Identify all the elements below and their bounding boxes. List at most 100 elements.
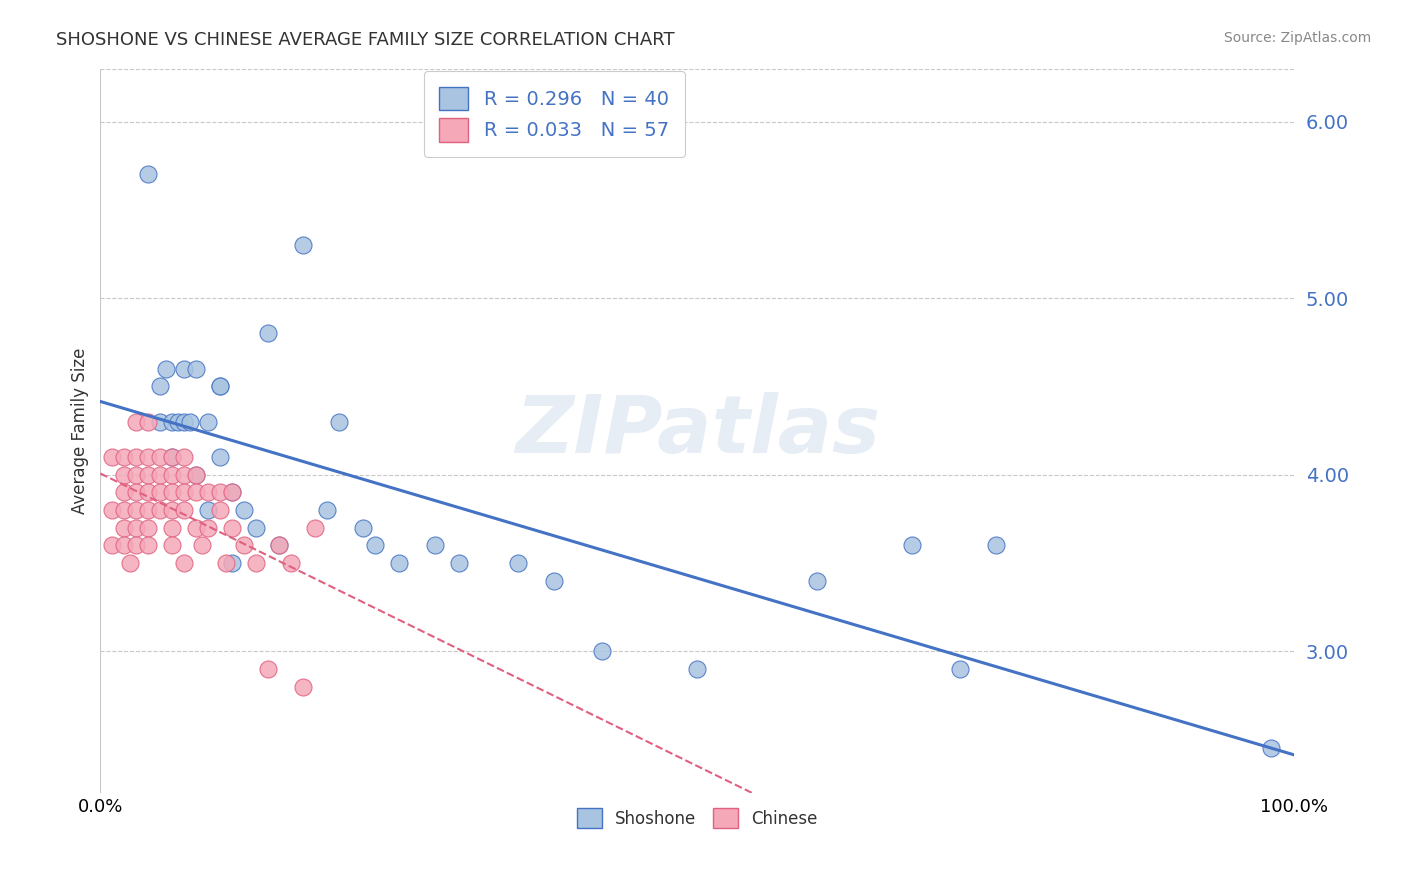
Point bbox=[112, 485, 135, 500]
Point bbox=[112, 521, 135, 535]
Point bbox=[949, 662, 972, 676]
Text: Source: ZipAtlas.com: Source: ZipAtlas.com bbox=[1223, 31, 1371, 45]
Point bbox=[232, 503, 254, 517]
Point bbox=[304, 521, 326, 535]
Point bbox=[208, 379, 231, 393]
Point bbox=[160, 521, 183, 535]
Point bbox=[1260, 741, 1282, 756]
Point bbox=[160, 538, 183, 552]
Point bbox=[167, 415, 190, 429]
Point bbox=[269, 538, 291, 552]
Point bbox=[125, 521, 148, 535]
Point bbox=[173, 556, 195, 570]
Point bbox=[984, 538, 1007, 552]
Point bbox=[101, 503, 124, 517]
Point bbox=[245, 521, 267, 535]
Point bbox=[125, 467, 148, 482]
Point bbox=[160, 485, 183, 500]
Point bbox=[136, 521, 159, 535]
Point bbox=[149, 503, 172, 517]
Point bbox=[125, 538, 148, 552]
Point bbox=[136, 450, 159, 464]
Point bbox=[388, 556, 411, 570]
Point bbox=[136, 503, 159, 517]
Point bbox=[208, 379, 231, 393]
Point bbox=[364, 538, 387, 552]
Y-axis label: Average Family Size: Average Family Size bbox=[72, 347, 89, 514]
Point bbox=[160, 450, 183, 464]
Point bbox=[232, 538, 254, 552]
Point bbox=[173, 467, 195, 482]
Point bbox=[221, 485, 243, 500]
Point bbox=[184, 467, 207, 482]
Point bbox=[208, 450, 231, 464]
Point bbox=[352, 521, 374, 535]
Point bbox=[112, 450, 135, 464]
Text: ZIPatlas: ZIPatlas bbox=[515, 392, 880, 469]
Point bbox=[149, 379, 172, 393]
Point bbox=[155, 361, 177, 376]
Point bbox=[269, 538, 291, 552]
Point bbox=[125, 503, 148, 517]
Point bbox=[686, 662, 709, 676]
Point bbox=[149, 450, 172, 464]
Point bbox=[256, 326, 278, 341]
Point bbox=[208, 485, 231, 500]
Point bbox=[221, 521, 243, 535]
Point bbox=[447, 556, 470, 570]
Point bbox=[221, 485, 243, 500]
Point bbox=[197, 503, 219, 517]
Text: SHOSHONE VS CHINESE AVERAGE FAMILY SIZE CORRELATION CHART: SHOSHONE VS CHINESE AVERAGE FAMILY SIZE … bbox=[56, 31, 675, 49]
Point bbox=[173, 503, 195, 517]
Point bbox=[136, 538, 159, 552]
Point bbox=[245, 556, 267, 570]
Point bbox=[191, 538, 214, 552]
Point bbox=[160, 415, 183, 429]
Point bbox=[120, 556, 142, 570]
Point bbox=[184, 361, 207, 376]
Point bbox=[543, 574, 565, 588]
Point bbox=[221, 556, 243, 570]
Point bbox=[173, 361, 195, 376]
Point bbox=[591, 644, 613, 658]
Point bbox=[173, 415, 195, 429]
Point bbox=[136, 467, 159, 482]
Point bbox=[125, 450, 148, 464]
Point bbox=[149, 415, 172, 429]
Point bbox=[112, 538, 135, 552]
Point bbox=[184, 485, 207, 500]
Point bbox=[112, 503, 135, 517]
Point bbox=[184, 467, 207, 482]
Point bbox=[197, 485, 219, 500]
Point bbox=[197, 415, 219, 429]
Point bbox=[149, 467, 172, 482]
Point bbox=[173, 450, 195, 464]
Point bbox=[328, 415, 350, 429]
Point bbox=[160, 467, 183, 482]
Point bbox=[208, 503, 231, 517]
Legend: Shoshone, Chinese: Shoshone, Chinese bbox=[571, 801, 824, 835]
Point bbox=[901, 538, 924, 552]
Point bbox=[160, 450, 183, 464]
Point bbox=[806, 574, 828, 588]
Point bbox=[173, 485, 195, 500]
Point bbox=[149, 485, 172, 500]
Point bbox=[215, 556, 238, 570]
Point bbox=[508, 556, 530, 570]
Point bbox=[136, 485, 159, 500]
Point bbox=[160, 503, 183, 517]
Point bbox=[197, 521, 219, 535]
Point bbox=[292, 238, 315, 252]
Point bbox=[101, 538, 124, 552]
Point bbox=[125, 415, 148, 429]
Point bbox=[280, 556, 302, 570]
Point bbox=[136, 168, 159, 182]
Point bbox=[184, 521, 207, 535]
Point bbox=[179, 415, 201, 429]
Point bbox=[423, 538, 446, 552]
Point bbox=[125, 485, 148, 500]
Point bbox=[112, 467, 135, 482]
Point bbox=[101, 450, 124, 464]
Point bbox=[316, 503, 339, 517]
Point bbox=[136, 415, 159, 429]
